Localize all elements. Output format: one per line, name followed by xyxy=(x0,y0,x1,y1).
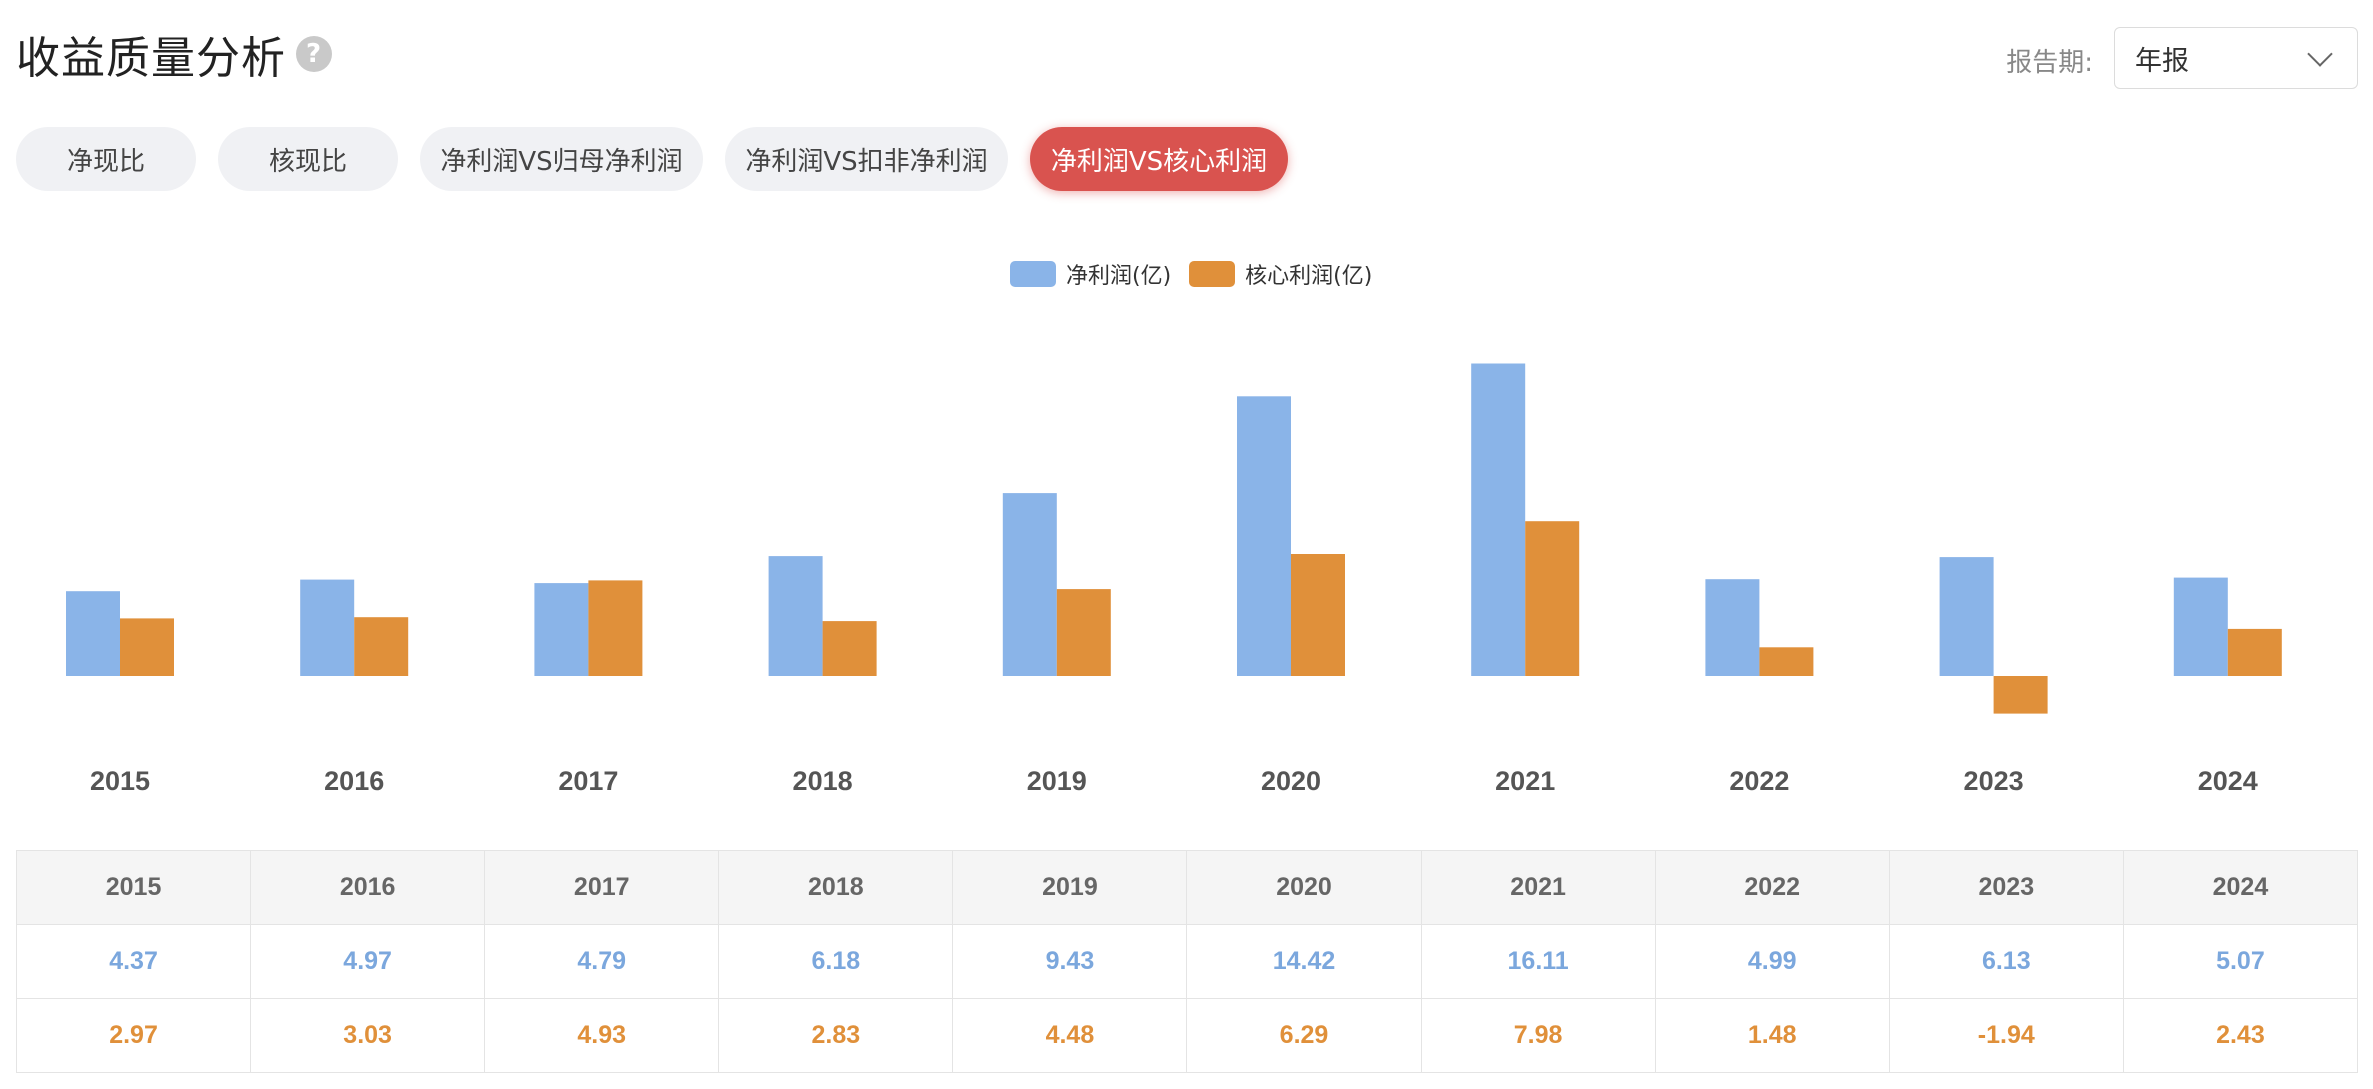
table-cell-core: 1.48 xyxy=(1654,998,1890,1073)
table-row-net-profit: 4.37 4.97 4.79 6.18 9.43 14.42 16.11 4.99 6.13 5.… xyxy=(15,924,2359,999)
x-axis-tick-label: 2019 xyxy=(1027,766,1087,796)
table-cell-net: 6.18 xyxy=(718,924,954,999)
legend-swatch-core xyxy=(1189,261,1236,287)
table-header-cell: 2015 xyxy=(15,850,252,925)
bar-net-profit[interactable] xyxy=(1939,557,1994,676)
table-cell-core: 4.48 xyxy=(952,998,1188,1073)
bar-core-profit[interactable] xyxy=(1525,521,1580,676)
tab-net-vs-core-profit[interactable]: 净利润VS核心利润 xyxy=(1030,127,1288,191)
table-header-cell: 2016 xyxy=(250,850,486,925)
table-header-cell: 2018 xyxy=(718,850,954,925)
report-period-label: 报告期: xyxy=(2006,48,2093,78)
bar-chart: 2015 2016 2017 2018 2019 2020 2021 2022 2023 2024 xyxy=(66,363,2282,796)
legend-label-net: 净利润(亿) xyxy=(1066,264,1172,289)
table-cell-core: 2.43 xyxy=(2122,998,2359,1073)
x-axis-tick-label: 2024 xyxy=(2198,766,2258,796)
table-cell-core: 4.93 xyxy=(484,998,720,1073)
table-header-cell: 2020 xyxy=(1186,850,1422,925)
x-axis-tick-label: 2016 xyxy=(324,766,384,796)
help-icon[interactable]: ? xyxy=(296,36,332,72)
bar-core-profit[interactable] xyxy=(1759,647,1814,676)
report-period-select[interactable]: 年报 xyxy=(2114,27,2358,89)
bar-net-profit[interactable] xyxy=(300,579,355,676)
table-header-row: 2015 2016 2017 2018 2019 2020 2021 2022 2023 2024 xyxy=(15,850,2359,925)
tab-net-vs-parent-profit[interactable]: 净利润VS归母净利润 xyxy=(420,127,703,191)
table-cell-net: 4.37 xyxy=(15,924,252,999)
bar-net-profit[interactable] xyxy=(2173,577,2228,676)
table-header-cell: 2024 xyxy=(2122,850,2359,925)
bar-core-profit[interactable] xyxy=(588,580,643,676)
legend-label-core: 核心利润(亿) xyxy=(1245,264,1373,289)
x-axis-tick-label: 2020 xyxy=(1261,766,1321,796)
table-cell-core: 2.83 xyxy=(718,998,954,1073)
table-header-cell: 2022 xyxy=(1654,850,1890,925)
bar-net-profit[interactable] xyxy=(1002,493,1057,676)
table-cell-net: 6.13 xyxy=(1888,924,2124,999)
bar-core-profit[interactable] xyxy=(120,618,174,676)
table-header-cell: 2023 xyxy=(1888,850,2124,925)
bar-core-profit[interactable] xyxy=(2227,628,2282,676)
bar-net-profit[interactable] xyxy=(1471,363,1526,677)
metric-tabs: 净现比 核现比 净利润VS归母净利润 净利润VS扣非净利润 净利润VS核心利润 xyxy=(16,127,1310,191)
table-cell-core: 6.29 xyxy=(1186,998,1422,1073)
x-axis-tick-label: 2021 xyxy=(1495,766,1555,796)
bar-net-profit[interactable] xyxy=(1237,396,1291,676)
bar-net-profit[interactable] xyxy=(534,583,589,676)
table-header-cell: 2021 xyxy=(1420,850,1656,925)
table-cell-core: 7.98 xyxy=(1420,998,1656,1073)
x-axis-tick-label: 2017 xyxy=(558,766,618,796)
bar-net-profit[interactable] xyxy=(768,556,823,676)
bar-core-profit[interactable] xyxy=(822,621,877,676)
bar-core-profit[interactable] xyxy=(1993,676,2048,714)
chart-legend: 净利润(亿) 核心利润(亿) xyxy=(1010,258,1390,290)
legend-item-net-profit[interactable]: 净利润(亿) xyxy=(1010,258,1171,290)
page-title: 收益质量分析 ? xyxy=(16,22,332,86)
tab-core-cash-ratio[interactable]: 核现比 xyxy=(218,127,398,191)
bar-core-profit[interactable] xyxy=(354,617,409,676)
bar-net-profit[interactable] xyxy=(1705,579,1760,676)
table-cell-net: 4.97 xyxy=(250,924,486,999)
page-title-text: 收益质量分析 xyxy=(16,33,286,84)
table-cell-net: 5.07 xyxy=(2122,924,2359,999)
table-cell-core: 2.97 xyxy=(15,998,252,1073)
table-cell-core: -1.94 xyxy=(1888,998,2124,1073)
table-cell-net: 16.11 xyxy=(1420,924,1656,999)
table-cell-net: 14.42 xyxy=(1186,924,1422,999)
x-axis-tick-label: 2018 xyxy=(793,766,853,796)
bar-core-profit[interactable] xyxy=(1056,589,1111,676)
bar-net-profit[interactable] xyxy=(66,591,120,676)
x-axis-tick-label: 2015 xyxy=(90,766,150,796)
table-cell-core: 3.03 xyxy=(250,998,486,1073)
data-table: 2015 2016 2017 2018 2019 2020 2021 2022 2023 2024… xyxy=(15,850,2359,1073)
table-header-cell: 2017 xyxy=(484,850,720,925)
table-header-cell: 2019 xyxy=(952,850,1188,925)
table-cell-net: 4.79 xyxy=(484,924,720,999)
legend-item-core-profit[interactable]: 核心利润(亿) xyxy=(1189,258,1372,290)
bar-core-profit[interactable] xyxy=(1291,554,1345,676)
x-axis-tick-label: 2023 xyxy=(1964,766,2024,796)
tab-net-cash-ratio[interactable]: 净现比 xyxy=(16,127,196,191)
x-axis-tick-label: 2022 xyxy=(1729,766,1789,796)
table-row-core-profit: 2.97 3.03 4.93 2.83 4.48 6.29 7.98 1.48 -1.94 2.4… xyxy=(15,998,2359,1073)
legend-swatch-net xyxy=(1010,261,1056,287)
table-cell-net: 9.43 xyxy=(952,924,1188,999)
table-cell-net: 4.99 xyxy=(1654,924,1890,999)
tab-net-vs-recurring-profit[interactable]: 净利润VS扣非净利润 xyxy=(725,127,1008,191)
report-period-value: 年报 xyxy=(2135,45,2189,77)
